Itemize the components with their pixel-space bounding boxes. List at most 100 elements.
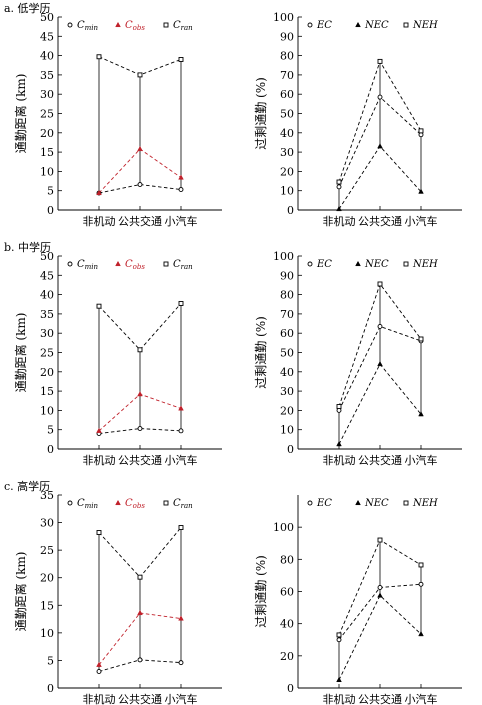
legend-label-NEH: NEH bbox=[412, 498, 438, 509]
y-tick-label: 10 bbox=[40, 627, 54, 640]
legend-label-C_ran: Cran bbox=[173, 259, 193, 271]
data-point-C_obs bbox=[137, 145, 143, 152]
data-point-C_ran bbox=[178, 525, 184, 530]
y-tick-label: 5 bbox=[47, 654, 54, 667]
x-tick-label: 公共交通 bbox=[118, 692, 162, 705]
series-line-C_min bbox=[98, 184, 182, 194]
y-tick-label: 50 bbox=[40, 11, 54, 24]
data-point-NEC bbox=[336, 441, 342, 447]
panel-title: b. 中学历 bbox=[4, 240, 51, 254]
x-tick-label: 小汽车 bbox=[165, 214, 198, 228]
data-point-NEC bbox=[336, 676, 342, 683]
legend-marker-NEH bbox=[403, 261, 409, 267]
data-point-C_min bbox=[178, 187, 184, 192]
x-tick-label: 公共交通 bbox=[358, 214, 402, 228]
data-point-C_ran bbox=[96, 303, 102, 309]
chart-panel-2: 0 10 20 30 40 50 60 70 80 90 100 非机动 公共交通 小汽车 过剩通勤 (%)… bbox=[254, 11, 462, 228]
y-tick-label: 50 bbox=[280, 108, 294, 121]
legend: Cmin Cobs Cran bbox=[67, 259, 193, 271]
data-point-EC bbox=[336, 184, 342, 190]
series-line-NEC bbox=[338, 594, 422, 681]
data-point-C_obs bbox=[178, 174, 184, 180]
data-point-C_min bbox=[178, 660, 184, 666]
legend: EC NEC NEH bbox=[307, 498, 438, 509]
data-point-NEC bbox=[377, 592, 383, 598]
legend-label-C_ran: Cran bbox=[173, 498, 193, 510]
legend-marker-EC bbox=[307, 500, 313, 506]
data-point-NEH bbox=[377, 537, 383, 543]
y-tick-label: 15 bbox=[40, 146, 54, 159]
legend-marker-C_obs bbox=[115, 260, 121, 267]
data-point-C_obs bbox=[96, 661, 102, 667]
series-line-C_ran bbox=[98, 527, 182, 578]
legend-label-NEH: NEH bbox=[412, 259, 438, 270]
series-line-C_min bbox=[98, 428, 182, 435]
y-tick-label: 0 bbox=[287, 682, 294, 695]
y-tick-label: 10 bbox=[280, 185, 294, 198]
data-point-NEH bbox=[418, 128, 424, 134]
legend-label-NEC: NEC bbox=[364, 20, 389, 31]
x-tick-label: 非机动 bbox=[323, 453, 356, 467]
x-tick-label: 非机动 bbox=[323, 214, 356, 228]
y-tick-label: 20 bbox=[40, 572, 54, 585]
legend-label-EC: EC bbox=[316, 498, 332, 509]
series-line-NEC bbox=[338, 363, 422, 445]
data-point-NEH bbox=[377, 281, 383, 287]
y-tick-label: 60 bbox=[280, 88, 294, 101]
data-point-EC bbox=[377, 94, 383, 100]
legend-marker-NEC bbox=[355, 260, 361, 267]
y-tick-label: 10 bbox=[280, 424, 294, 437]
x-tick-label: 公共交通 bbox=[358, 453, 402, 467]
data-point-NEC bbox=[377, 143, 383, 149]
y-tick-label: 0 bbox=[287, 443, 294, 456]
x-tick-label: 非机动 bbox=[83, 453, 116, 467]
data-point-NEH bbox=[418, 562, 424, 568]
legend-marker-C_obs bbox=[115, 499, 121, 506]
y-axis-label: 过剩通勤 (%) bbox=[254, 77, 268, 150]
y-tick-label: 25 bbox=[40, 347, 54, 360]
y-tick-label: 90 bbox=[280, 30, 294, 43]
legend-marker-NEC bbox=[355, 21, 361, 28]
y-tick-label: 40 bbox=[40, 289, 54, 302]
legend: EC NEC NEH bbox=[307, 259, 438, 270]
y-tick-label: 20 bbox=[280, 165, 294, 178]
y-tick-label: 10 bbox=[40, 165, 54, 178]
data-point-EC bbox=[336, 637, 342, 643]
data-point-C_obs bbox=[96, 427, 102, 433]
x-tick-label: 非机动 bbox=[323, 692, 356, 705]
chart-panel-1: a. 低学历 0 5 10 15 20 25 30 35 40 45 50 非机动 公共交通 小汽车 通勤距离… bbox=[4, 1, 222, 228]
series-line-C_ran bbox=[98, 303, 182, 351]
y-axis-label: 过剩通勤 (%) bbox=[254, 316, 268, 389]
data-point-C_obs bbox=[137, 609, 143, 616]
x-tick-label: 小汽车 bbox=[405, 453, 438, 467]
x-tick-label: 非机动 bbox=[83, 692, 116, 705]
y-tick-label: 25 bbox=[40, 108, 54, 121]
data-point-NEH bbox=[336, 179, 342, 185]
y-tick-label: 10 bbox=[40, 404, 54, 417]
data-point-NEC bbox=[418, 411, 424, 417]
data-point-C_obs bbox=[178, 615, 184, 621]
chart-panel-5: c. 高学历 0 5 10 15 20 25 30 35 非机动 公共交通 小汽车 通勤距离 (km) C… bbox=[4, 479, 222, 705]
legend-label-C_obs: Cobs bbox=[125, 498, 145, 510]
y-tick-label: 45 bbox=[40, 269, 54, 282]
x-tick-label: 非机动 bbox=[83, 214, 116, 228]
y-tick-label: 0 bbox=[47, 682, 54, 695]
legend-label-NEH: NEH bbox=[412, 20, 438, 31]
data-point-NEH bbox=[336, 404, 342, 409]
x-tick-label: 小汽车 bbox=[405, 692, 438, 705]
y-tick-label: 40 bbox=[280, 127, 294, 140]
y-tick-label: 15 bbox=[40, 385, 54, 398]
x-tick-label: 小汽车 bbox=[405, 214, 438, 228]
data-point-C_min bbox=[137, 426, 143, 431]
legend-marker-EC bbox=[307, 22, 313, 28]
legend-marker-C_obs bbox=[115, 21, 121, 28]
series-line-C_ran bbox=[98, 56, 182, 76]
data-point-C_obs bbox=[96, 189, 102, 196]
data-point-C_min bbox=[178, 428, 184, 434]
legend-marker-C_ran bbox=[163, 500, 169, 506]
y-axis-label: 通勤距离 (km) bbox=[13, 552, 28, 632]
series-line-NEC bbox=[338, 145, 422, 210]
x-tick-label: 小汽车 bbox=[165, 692, 198, 705]
chart-panel-6: 0 20 40 60 80 100 非机动 公共交通 小汽车 过剩通勤 (%) EC NEC NEH bbox=[254, 495, 462, 705]
